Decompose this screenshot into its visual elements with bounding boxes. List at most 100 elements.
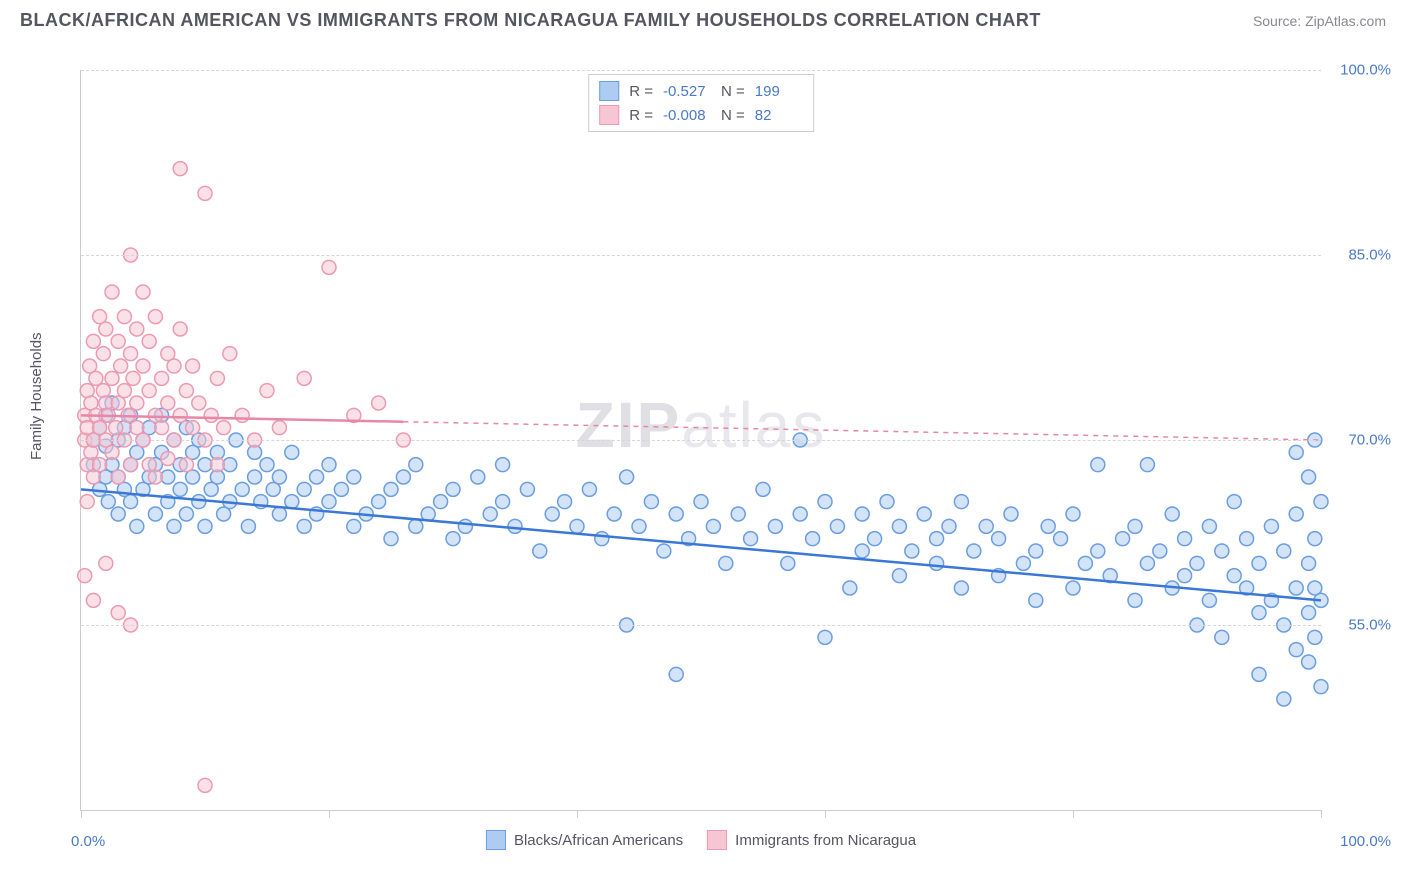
legend-item-pink: Immigrants from Nicaragua bbox=[707, 830, 916, 850]
plot-area: ZIPatlas R = -0.527 N = 199 R = -0.008 N… bbox=[80, 70, 1321, 811]
data-point bbox=[272, 421, 286, 435]
data-point bbox=[992, 532, 1006, 546]
data-point bbox=[1004, 507, 1018, 521]
data-point bbox=[954, 495, 968, 509]
gridline-h bbox=[81, 70, 1321, 71]
data-point bbox=[545, 507, 559, 521]
data-point bbox=[570, 519, 584, 533]
data-point bbox=[167, 519, 181, 533]
data-point bbox=[248, 470, 262, 484]
data-point bbox=[161, 452, 175, 466]
data-point bbox=[930, 532, 944, 546]
data-point bbox=[520, 482, 534, 496]
data-point bbox=[148, 310, 162, 324]
data-point bbox=[1252, 556, 1266, 570]
gridline-h bbox=[81, 440, 1321, 441]
data-point bbox=[1314, 495, 1328, 509]
data-point bbox=[179, 384, 193, 398]
data-point bbox=[1178, 569, 1192, 583]
y-tick-label: 70.0% bbox=[1331, 432, 1391, 449]
data-point bbox=[1066, 507, 1080, 521]
n-value-blue: 199 bbox=[755, 83, 803, 100]
data-point bbox=[334, 482, 348, 496]
r-value-pink: -0.008 bbox=[663, 107, 711, 124]
data-point bbox=[272, 507, 286, 521]
data-point bbox=[136, 285, 150, 299]
data-point bbox=[235, 482, 249, 496]
data-point bbox=[1116, 532, 1130, 546]
n-value-pink: 82 bbox=[755, 107, 803, 124]
data-point bbox=[731, 507, 745, 521]
chart-container: Family Households ZIPatlas R = -0.527 N … bbox=[20, 40, 1386, 840]
data-point bbox=[148, 470, 162, 484]
data-point bbox=[1128, 519, 1142, 533]
data-point bbox=[111, 334, 125, 348]
data-point bbox=[1308, 630, 1322, 644]
data-point bbox=[384, 532, 398, 546]
data-point bbox=[1308, 532, 1322, 546]
data-point bbox=[446, 532, 460, 546]
data-point bbox=[1302, 556, 1316, 570]
data-point bbox=[89, 371, 103, 385]
data-point bbox=[322, 260, 336, 274]
data-point bbox=[1202, 593, 1216, 607]
data-point bbox=[204, 408, 218, 422]
data-point bbox=[1289, 445, 1303, 459]
data-point bbox=[818, 495, 832, 509]
data-point bbox=[1314, 680, 1328, 694]
stats-row-blue: R = -0.527 N = 199 bbox=[599, 79, 803, 103]
data-point bbox=[595, 532, 609, 546]
data-point bbox=[657, 544, 671, 558]
data-point bbox=[173, 322, 187, 336]
data-point bbox=[533, 544, 547, 558]
data-point bbox=[142, 384, 156, 398]
data-point bbox=[310, 470, 324, 484]
legend-swatch-pink-icon bbox=[707, 830, 727, 850]
data-point bbox=[669, 667, 683, 681]
source-attribution: Source: ZipAtlas.com bbox=[1253, 13, 1386, 29]
data-point bbox=[80, 495, 94, 509]
data-point bbox=[806, 532, 820, 546]
data-point bbox=[868, 532, 882, 546]
stats-row-pink: R = -0.008 N = 82 bbox=[599, 103, 803, 127]
x-axis-max-label: 100.0% bbox=[1340, 833, 1391, 850]
data-point bbox=[892, 569, 906, 583]
x-tick bbox=[1073, 810, 1074, 818]
data-point bbox=[124, 347, 138, 361]
data-point bbox=[297, 482, 311, 496]
data-point bbox=[322, 495, 336, 509]
data-point bbox=[954, 581, 968, 595]
data-point bbox=[855, 507, 869, 521]
y-tick-label: 100.0% bbox=[1331, 62, 1391, 79]
data-point bbox=[96, 384, 110, 398]
data-point bbox=[179, 458, 193, 472]
data-point bbox=[830, 519, 844, 533]
data-point bbox=[1140, 556, 1154, 570]
y-tick-label: 55.0% bbox=[1331, 617, 1391, 634]
legend-item-blue: Blacks/African Americans bbox=[486, 830, 683, 850]
data-point bbox=[105, 285, 119, 299]
data-point bbox=[558, 495, 572, 509]
data-point bbox=[1153, 544, 1167, 558]
data-point bbox=[192, 495, 206, 509]
y-tick-label: 85.0% bbox=[1331, 247, 1391, 264]
data-point bbox=[719, 556, 733, 570]
data-point bbox=[99, 556, 113, 570]
data-point bbox=[99, 322, 113, 336]
data-point bbox=[86, 593, 100, 607]
data-point bbox=[979, 519, 993, 533]
data-point bbox=[1302, 655, 1316, 669]
data-point bbox=[114, 359, 128, 373]
x-tick bbox=[1321, 810, 1322, 818]
data-point bbox=[1091, 458, 1105, 472]
data-point bbox=[105, 445, 119, 459]
bottom-legend: Blacks/African Americans Immigrants from… bbox=[486, 830, 916, 850]
data-point bbox=[483, 507, 497, 521]
data-point bbox=[582, 482, 596, 496]
chart-title: BLACK/AFRICAN AMERICAN VS IMMIGRANTS FRO… bbox=[20, 10, 1041, 31]
data-point bbox=[1029, 593, 1043, 607]
data-point bbox=[818, 630, 832, 644]
data-point bbox=[793, 507, 807, 521]
data-point bbox=[1041, 519, 1055, 533]
data-point bbox=[458, 519, 472, 533]
